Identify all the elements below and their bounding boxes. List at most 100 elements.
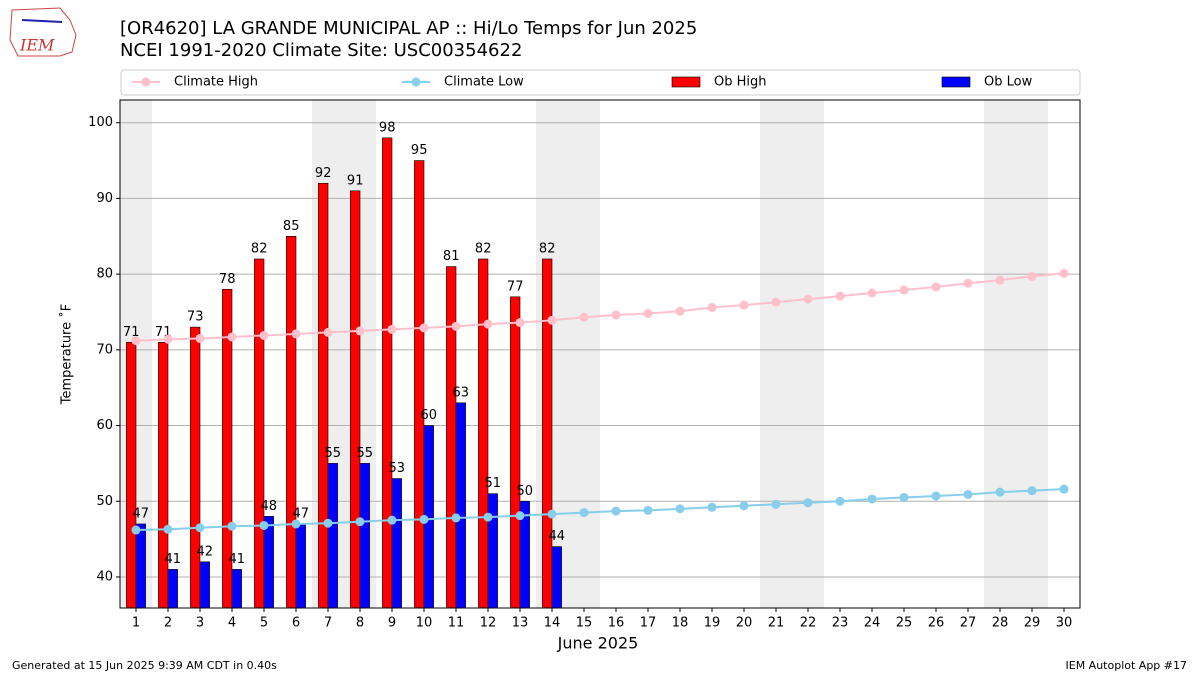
marker	[131, 525, 141, 535]
legend-label: Climate Low	[444, 75, 524, 90]
data-label: 51	[485, 476, 502, 491]
x-tick-label: 13	[512, 616, 529, 631]
marker	[963, 278, 973, 288]
x-tick-label: 20	[736, 616, 753, 631]
marker	[163, 334, 173, 344]
x-tick-label: 19	[704, 616, 721, 631]
x-tick-label: 30	[1056, 616, 1073, 631]
x-tick-label: 22	[800, 616, 817, 631]
marker	[739, 300, 749, 310]
legend-label: Climate High	[174, 75, 258, 90]
bar	[551, 546, 562, 609]
marker	[483, 512, 493, 522]
x-tick-label: 11	[448, 616, 465, 631]
bar	[190, 326, 201, 609]
marker	[291, 519, 301, 529]
marker	[771, 499, 781, 509]
bar	[135, 523, 146, 609]
marker	[515, 318, 525, 328]
x-tick-label: 15	[576, 616, 593, 631]
x-tick-label: 6	[292, 616, 300, 631]
x-axis-label: June 2025	[557, 634, 639, 653]
bar	[158, 341, 169, 609]
marker	[643, 308, 653, 318]
marker	[995, 275, 1005, 285]
x-tick-label: 1	[132, 616, 140, 631]
bar	[478, 258, 489, 609]
data-label: 47	[133, 506, 150, 521]
line	[135, 488, 1065, 532]
legend-swatch	[671, 76, 701, 88]
legend-label: Ob High	[714, 75, 767, 90]
data-label: 55	[325, 446, 342, 461]
data-label: 78	[219, 272, 236, 287]
bar	[382, 137, 393, 609]
marker	[867, 494, 877, 504]
x-tick-label: 7	[324, 616, 332, 631]
marker	[707, 302, 717, 312]
marker	[611, 310, 621, 320]
weekend-band	[760, 100, 824, 608]
marker	[355, 326, 365, 336]
y-tick-label: 70	[96, 342, 113, 357]
marker	[771, 297, 781, 307]
data-label: 73	[187, 310, 204, 325]
bar	[542, 258, 553, 609]
logo: IEM	[9, 7, 77, 57]
marker	[323, 327, 333, 337]
marker	[899, 285, 909, 295]
bar	[167, 569, 178, 609]
marker	[387, 324, 397, 334]
marker	[387, 515, 397, 525]
marker	[675, 504, 685, 514]
bar	[295, 523, 306, 609]
legend-box	[120, 69, 1081, 96]
x-tick-label: 25	[896, 616, 913, 631]
x-tick-label: 28	[992, 616, 1009, 631]
plot-frame	[119, 99, 1081, 609]
y-tick-label: 40	[96, 569, 113, 584]
marker	[195, 523, 205, 533]
x-tick-label: 18	[672, 616, 689, 631]
x-tick-label: 27	[960, 616, 977, 631]
y-tick-label: 50	[96, 494, 113, 509]
marker	[419, 514, 429, 524]
data-label: 81	[443, 249, 460, 264]
marker	[1059, 268, 1069, 278]
marker	[547, 315, 557, 325]
chart-subtitle: NCEI 1991-2020 Climate Site: USC00354622	[120, 40, 522, 61]
legend-marker	[411, 77, 421, 87]
marker	[835, 496, 845, 506]
x-tick-label: 2	[164, 616, 172, 631]
marker	[259, 330, 269, 340]
marker	[995, 487, 1005, 497]
legend-marker	[141, 77, 151, 87]
x-tick-label: 3	[196, 616, 204, 631]
data-label: 98	[379, 120, 396, 135]
x-tick-label: 24	[864, 616, 881, 631]
marker	[835, 291, 845, 301]
x-tick-label: 14	[544, 616, 561, 631]
bar	[455, 402, 466, 609]
marker	[931, 491, 941, 501]
logo-text: IEM	[19, 36, 55, 55]
marker	[931, 282, 941, 292]
data-label: 91	[347, 173, 364, 188]
x-tick-label: 26	[928, 616, 945, 631]
bar	[487, 493, 498, 609]
marker	[355, 517, 365, 527]
legend-label: Ob Low	[984, 75, 1033, 90]
marker	[451, 321, 461, 331]
marker	[579, 508, 589, 518]
x-tick-label: 21	[768, 616, 785, 631]
data-label: 95	[411, 143, 428, 158]
y-tick-label: 90	[96, 191, 113, 206]
y-axis-label: Temperature ˚F	[59, 304, 75, 405]
weekend-band	[984, 100, 1048, 608]
marker	[451, 513, 461, 523]
marker	[323, 518, 333, 528]
x-tick-label: 23	[832, 616, 849, 631]
bar	[286, 235, 297, 609]
x-tick-label: 4	[228, 616, 236, 631]
